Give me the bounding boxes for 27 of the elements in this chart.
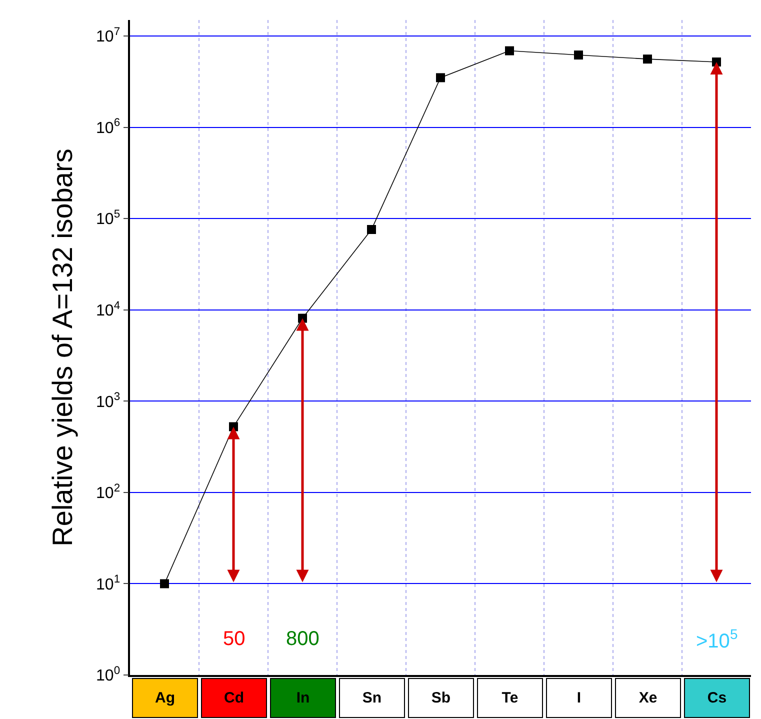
- y-tick-label: 10$^{7}$: [96, 26, 120, 46]
- y-tick-label: 10$^{3}$: [96, 391, 120, 411]
- x-tick-label: I: [576, 690, 582, 706]
- y-tick-label: 10$^{5}$: [96, 208, 120, 228]
- x-tick-label: Cd: [224, 690, 244, 706]
- point: [436, 73, 445, 82]
- y-tick-label: 10$^{1}$: [96, 574, 120, 594]
- point: [160, 579, 169, 588]
- y-tick-label: 10$^{2}$: [96, 482, 120, 502]
- x-tick-label: Xe: [638, 690, 658, 706]
- x-tick-label: Sn: [362, 690, 382, 706]
- y-tick-label: 10$^{4}$: [96, 300, 120, 320]
- annotation: >10$^{5}$: [696, 626, 738, 652]
- y-tick-label: 10$^{6}$: [96, 117, 120, 137]
- x-tick-label: Ag: [155, 690, 175, 706]
- y-axis-title: Relative yields of A=132 isobars: [47, 148, 78, 546]
- x-tick-label: Sb: [431, 690, 451, 706]
- annotation: 50: [223, 628, 246, 650]
- x-tick-label: Cs: [707, 690, 727, 706]
- x-tick-label: In: [296, 690, 310, 706]
- x-tick-label: Te: [502, 690, 518, 706]
- point: [574, 50, 583, 60]
- point: [367, 225, 376, 234]
- point: [505, 46, 514, 56]
- y-tick-label: 10$^{0}$: [96, 664, 120, 685]
- annotation: 800: [286, 628, 320, 650]
- point: [643, 54, 652, 64]
